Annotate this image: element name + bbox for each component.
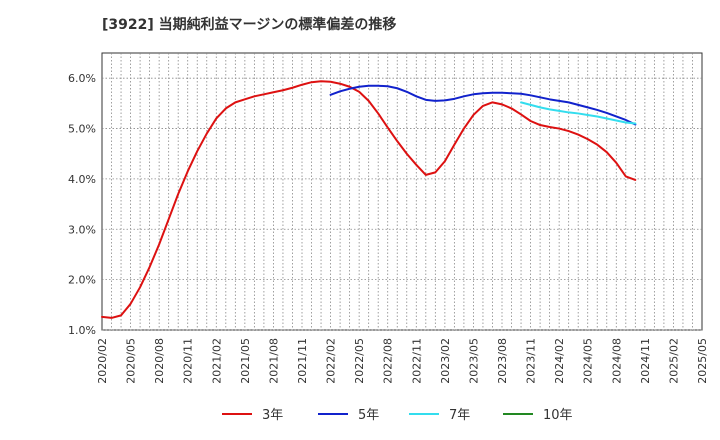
series-group — [101, 80, 637, 319]
x-tick-label: 2021/11 — [296, 338, 309, 384]
y-tick-label: 2.0% — [68, 274, 96, 287]
x-tick-label: 2021/08 — [267, 338, 280, 384]
x-tick-label: 2020/05 — [125, 338, 138, 384]
plot-area — [101, 52, 703, 331]
legend-label: 5年 — [358, 408, 379, 423]
x-tick-label: 2023/05 — [467, 338, 480, 384]
x-tick-label: 2020/08 — [153, 338, 166, 384]
chart-title: [3922] 当期純利益マージンの標準偏差の推移 — [102, 16, 396, 33]
y-axis: 1.0% 2.0% 3.0% 4.0% 5.0% 6.0% — [68, 72, 96, 337]
y-tick-label: 1.0% — [68, 324, 96, 337]
x-tick-label: 2022/08 — [382, 338, 395, 384]
y-tick-label: 6.0% — [68, 72, 96, 85]
y-tick-label: 5.0% — [68, 123, 96, 136]
x-tick-label: 2022/02 — [325, 338, 338, 384]
y-tick-label: 4.0% — [68, 173, 96, 186]
series-line-7年 — [520, 101, 637, 125]
x-tick-label: 2024/05 — [582, 338, 595, 384]
x-tick-label: 2020/11 — [182, 338, 195, 384]
legend-label: 3年 — [262, 408, 283, 423]
series-line-3年 — [101, 80, 637, 319]
legend-label: 7年 — [449, 408, 470, 423]
x-tick-label: 2021/02 — [210, 338, 223, 384]
x-tick-label: 2024/11 — [639, 338, 652, 384]
x-tick-label: 2024/02 — [553, 338, 566, 384]
x-tick-label: 2024/08 — [610, 338, 623, 384]
x-tick-label: 2023/08 — [496, 338, 509, 384]
legend: 3年 5年 7年 10年 — [222, 408, 573, 423]
x-tick-label: 2023/02 — [439, 338, 452, 384]
x-tick-label: 2022/05 — [353, 338, 366, 384]
x-tick-label: 2023/11 — [525, 338, 538, 384]
x-tick-label: 2025/02 — [667, 338, 680, 384]
x-axis: 2020/02 2020/05 2020/08 2020/11 2021/02 2021/… — [96, 338, 709, 384]
x-tick-label: 2021/05 — [239, 338, 252, 384]
series-line-5年 — [329, 84, 637, 126]
x-tick-label: 2020/02 — [96, 338, 109, 384]
x-tick-label: 2025/05 — [696, 338, 709, 384]
x-tick-label: 2022/11 — [410, 338, 423, 384]
y-tick-label: 3.0% — [68, 223, 96, 236]
legend-label: 10年 — [543, 408, 573, 423]
